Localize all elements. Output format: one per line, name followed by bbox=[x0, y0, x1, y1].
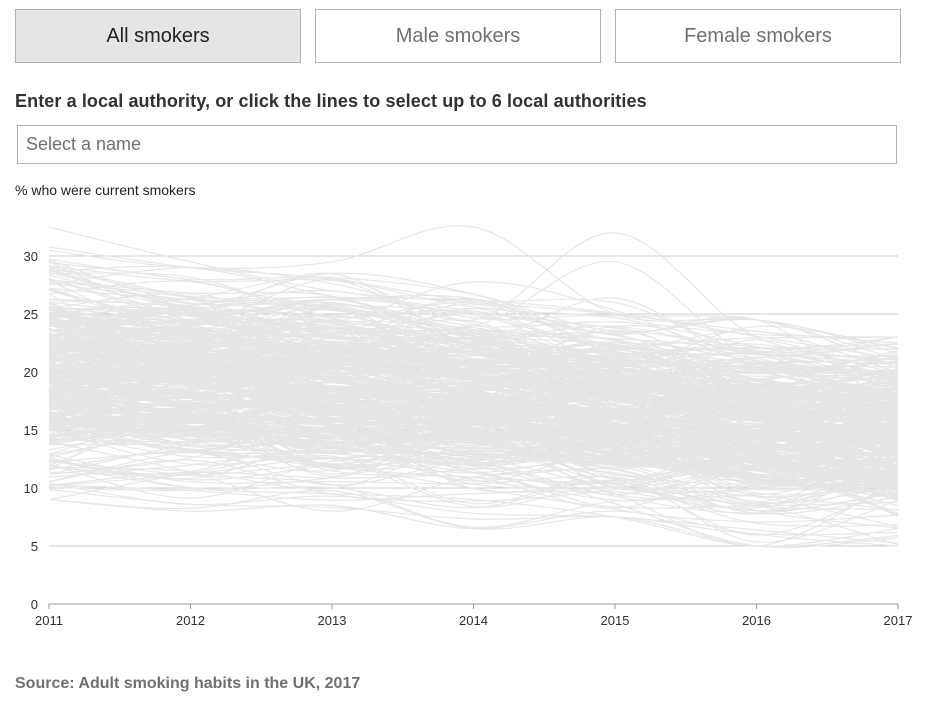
series-line[interactable] bbox=[48, 319, 899, 432]
y-tick-label: 25 bbox=[24, 307, 38, 322]
series-line-outlier[interactable] bbox=[48, 464, 899, 547]
x-tick-label: 2014 bbox=[459, 613, 488, 628]
x-tick-label: 2012 bbox=[176, 613, 205, 628]
series-line[interactable] bbox=[48, 346, 899, 416]
series-line[interactable] bbox=[48, 309, 899, 377]
series-line[interactable] bbox=[48, 306, 899, 421]
series-line[interactable] bbox=[48, 334, 899, 390]
series-line-outlier[interactable] bbox=[48, 226, 899, 344]
series-line[interactable] bbox=[48, 419, 899, 485]
series-line-outlier[interactable] bbox=[48, 232, 899, 361]
series-line[interactable] bbox=[48, 429, 899, 528]
series-line[interactable] bbox=[48, 308, 899, 426]
series-line[interactable] bbox=[48, 345, 899, 420]
series-line[interactable] bbox=[48, 329, 899, 383]
series-line-outlier[interactable] bbox=[48, 260, 899, 374]
series-line[interactable] bbox=[48, 328, 899, 412]
series-line[interactable] bbox=[48, 392, 899, 489]
x-tick-label: 2011 bbox=[35, 613, 63, 628]
y-tick-label: 0 bbox=[31, 597, 38, 612]
series-line-outlier[interactable] bbox=[48, 499, 899, 547]
series-line[interactable] bbox=[48, 429, 899, 478]
series-line[interactable] bbox=[48, 427, 899, 500]
series-line[interactable] bbox=[48, 360, 899, 418]
tab-all-smokers[interactable]: All smokers bbox=[15, 9, 301, 63]
series-line[interactable] bbox=[48, 460, 899, 546]
series-line[interactable] bbox=[48, 343, 899, 451]
y-tick-label: 5 bbox=[31, 539, 38, 554]
series-line[interactable] bbox=[48, 397, 899, 479]
series-line[interactable] bbox=[48, 313, 899, 400]
series-line[interactable] bbox=[48, 344, 899, 422]
series-line[interactable] bbox=[48, 312, 899, 406]
series-line[interactable] bbox=[48, 340, 899, 441]
series-line[interactable] bbox=[48, 390, 899, 482]
series-line[interactable] bbox=[48, 287, 899, 385]
y-axis: 0 5 10 15 20 25 30 bbox=[24, 249, 38, 612]
series-line[interactable] bbox=[48, 437, 899, 491]
search-input[interactable] bbox=[18, 126, 896, 163]
series-line[interactable] bbox=[48, 268, 899, 357]
series-line[interactable] bbox=[48, 395, 899, 451]
series-line[interactable] bbox=[48, 298, 899, 373]
y-tick-label: 15 bbox=[24, 423, 38, 438]
series-line[interactable] bbox=[48, 358, 899, 453]
x-tick-label: 2015 bbox=[601, 613, 630, 628]
series-line[interactable] bbox=[48, 267, 899, 360]
series-line[interactable] bbox=[48, 448, 899, 514]
series-line[interactable] bbox=[48, 396, 899, 457]
series-line[interactable] bbox=[48, 429, 899, 505]
series-line[interactable] bbox=[48, 412, 899, 491]
series-line[interactable] bbox=[48, 280, 899, 377]
series-line[interactable] bbox=[48, 311, 899, 397]
local-authority-select[interactable] bbox=[17, 125, 897, 164]
series-line[interactable] bbox=[48, 419, 899, 506]
selection-prompt: Enter a local authority, or click the li… bbox=[15, 91, 647, 111]
y-tick-label: 30 bbox=[24, 249, 38, 264]
series-line[interactable] bbox=[48, 370, 899, 426]
x-tick-label: 2017 bbox=[884, 613, 913, 628]
series-line[interactable] bbox=[48, 459, 899, 514]
y-tick-label: 20 bbox=[24, 365, 38, 380]
series-line[interactable] bbox=[48, 277, 899, 379]
x-axis: 2011 2012 2013 2014 2015 2016 2017 bbox=[35, 603, 913, 628]
series-lines[interactable] bbox=[48, 225, 899, 549]
series-line[interactable] bbox=[48, 454, 899, 543]
y-axis-label: % who were current smokers bbox=[15, 182, 196, 198]
smoker-group-tabs: All smokers Male smokers Female smokers bbox=[15, 9, 901, 63]
tab-male-smokers[interactable]: Male smokers bbox=[315, 9, 601, 63]
series-line[interactable] bbox=[48, 318, 899, 400]
series-line[interactable] bbox=[48, 397, 899, 469]
series-line[interactable] bbox=[48, 380, 899, 442]
tab-female-smokers[interactable]: Female smokers bbox=[615, 9, 901, 63]
x-tick-label: 2016 bbox=[742, 613, 771, 628]
smoking-line-chart: 2011 2012 2013 2014 2015 2016 2017 0 5 10 15 20 25 3… bbox=[24, 225, 913, 628]
series-line[interactable] bbox=[48, 382, 899, 501]
series-line[interactable] bbox=[48, 391, 899, 496]
series-line[interactable] bbox=[48, 405, 899, 470]
source-note: Source: Adult smoking habits in the UK, … bbox=[15, 675, 361, 692]
series-line[interactable] bbox=[48, 453, 899, 529]
y-tick-label: 10 bbox=[24, 481, 38, 496]
series-line[interactable] bbox=[48, 357, 899, 445]
x-tick-label: 2013 bbox=[318, 613, 347, 628]
series-line-outlier[interactable] bbox=[48, 225, 899, 350]
